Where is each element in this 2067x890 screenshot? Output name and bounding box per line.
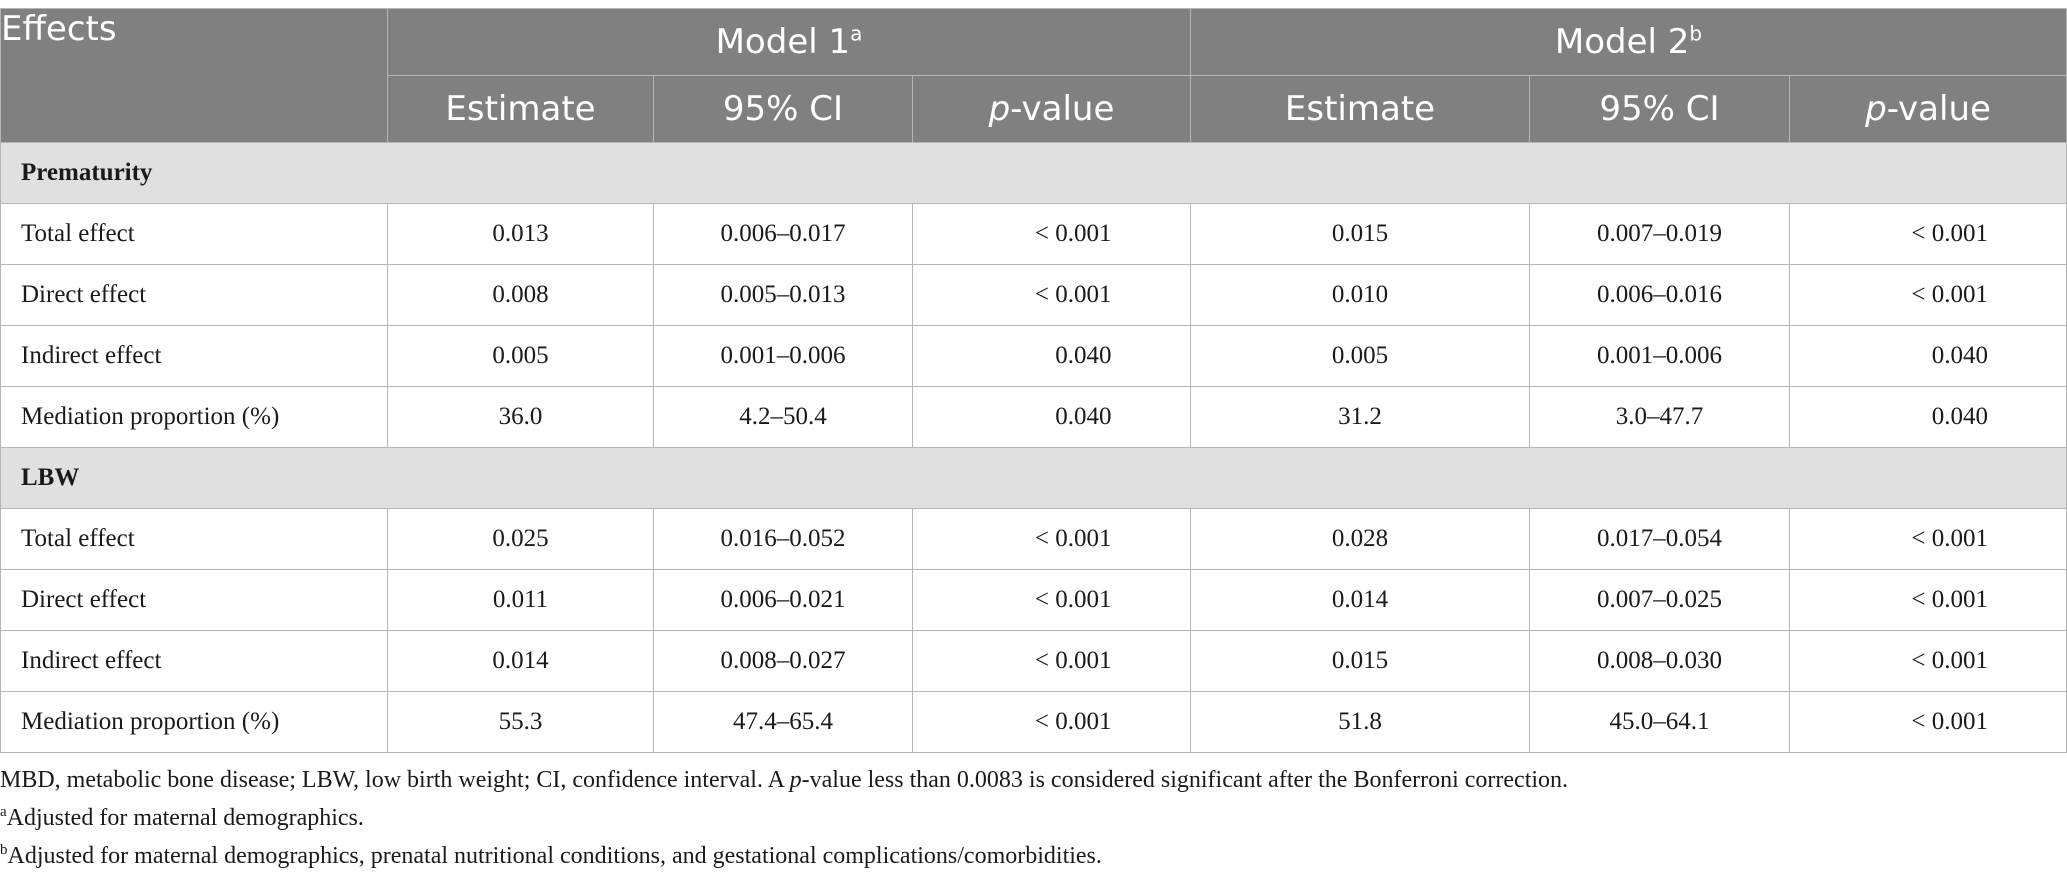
table-wrapper: Effects Model 1a Model 2b Estimate 95% C… (0, 8, 2067, 875)
header-row-2: Estimate 95% CI p-value Estimate 95% CI … (1, 75, 2067, 143)
m1-pvalue-cell: < 0.001 (912, 691, 1191, 753)
row-label: Mediation proportion (%) (0, 386, 388, 448)
m2-ci-cell: 0.001–0.006 (1529, 325, 1790, 387)
m1-ci-cell: 47.4–65.4 (653, 691, 913, 753)
m1-estimate-cell: 36.0 (387, 386, 654, 448)
model1-ci-header: 95% CI (653, 75, 913, 143)
m2-estimate-cell: 0.010 (1190, 264, 1530, 326)
m2-pvalue-cell: < 0.001 (1788, 264, 2067, 326)
m2-ci-cell: 0.017–0.054 (1529, 508, 1790, 570)
m2-pvalue-cell: < 0.001 (1788, 569, 2067, 631)
table-row: Direct effect 0.011 0.006–0.021 < 0.001 … (0, 569, 2067, 631)
m2-pvalue-cell: < 0.001 (1788, 691, 2067, 753)
m2-pvalue-cell: 0.040 (1788, 386, 2067, 448)
m1-pvalue-cell: < 0.001 (912, 630, 1191, 692)
effects-header: Effects (0, 8, 388, 143)
model2-estimate-header: Estimate (1190, 75, 1530, 143)
m1-ci-cell: 0.006–0.021 (653, 569, 913, 631)
row-label: Total effect (0, 508, 388, 570)
m2-ci-cell: 3.0–47.7 (1529, 386, 1790, 448)
m1-estimate-cell: 0.011 (387, 569, 654, 631)
table-row: Mediation proportion (%) 36.0 4.2–50.4 0… (0, 386, 2067, 448)
section-title: Prematurity (0, 142, 2067, 204)
m1-estimate-cell: 0.025 (387, 508, 654, 570)
m1-pvalue-cell: < 0.001 (912, 508, 1191, 570)
footnote-a: aAdjusted for maternal demographics. (0, 804, 364, 832)
m1-estimate-cell: 0.005 (387, 325, 654, 387)
m2-estimate-cell: 31.2 (1190, 386, 1530, 448)
m1-pvalue-cell: < 0.001 (912, 569, 1191, 631)
m1-ci-cell: 0.006–0.017 (653, 203, 913, 265)
table-header: Effects Model 1a Model 2b Estimate 95% C… (0, 8, 2067, 143)
table-row: Indirect effect 0.005 0.001–0.006 0.040 … (0, 325, 2067, 387)
row-label: Indirect effect (0, 325, 388, 387)
table-row: Direct effect 0.008 0.005–0.013 < 0.001 … (0, 264, 2067, 326)
m2-ci-cell: 0.007–0.025 (1529, 569, 1790, 631)
m2-estimate-cell: 0.015 (1190, 630, 1530, 692)
row-label: Indirect effect (0, 630, 388, 692)
table-row: Total effect 0.025 0.016–0.052 < 0.001 0… (0, 508, 2067, 570)
m2-pvalue-cell: < 0.001 (1788, 203, 2067, 265)
m2-ci-cell: 0.007–0.019 (1529, 203, 1790, 265)
m1-ci-cell: 0.008–0.027 (653, 630, 913, 692)
section-row-lbw: LBW (0, 447, 2067, 509)
table-row: Indirect effect 0.014 0.008–0.027 < 0.00… (0, 630, 2067, 692)
m1-pvalue-cell: 0.040 (912, 325, 1191, 387)
m2-estimate-cell: 0.014 (1190, 569, 1530, 631)
table-row: Mediation proportion (%) 55.3 47.4–65.4 … (0, 691, 2067, 753)
m2-pvalue-cell: < 0.001 (1788, 630, 2067, 692)
abbreviations-note: MBD, metabolic bone disease; LBW, low bi… (0, 767, 1569, 793)
m2-estimate-cell: 0.005 (1190, 325, 1530, 387)
model1-pvalue-header: p-value (912, 75, 1191, 143)
row-label: Direct effect (0, 264, 388, 326)
m2-estimate-cell: 0.028 (1190, 508, 1530, 570)
table-footnotes: MBD, metabolic bone disease; LBW, low bi… (0, 761, 2067, 875)
section-title: LBW (0, 447, 2067, 509)
mediation-effects-table: Effects Model 1a Model 2b Estimate 95% C… (0, 8, 2067, 753)
model2-header: Model 2b (1189, 8, 2067, 76)
m2-ci-cell: 0.008–0.030 (1529, 630, 1790, 692)
footnote-b: bAdjusted for maternal demographics, pre… (0, 842, 1102, 870)
row-label: Mediation proportion (%) (0, 691, 388, 753)
m1-ci-cell: 0.001–0.006 (653, 325, 913, 387)
m1-pvalue-cell: 0.040 (912, 386, 1191, 448)
m2-ci-cell: 0.006–0.016 (1529, 264, 1790, 326)
header-row-1: Effects Model 1a Model 2b (0, 8, 2067, 143)
m2-estimate-cell: 51.8 (1190, 691, 1530, 753)
model2-pvalue-header: p-value (1788, 75, 2067, 143)
table-row: Total effect 0.013 0.006–0.017 < 0.001 0… (0, 203, 2067, 265)
m1-estimate-cell: 0.008 (387, 264, 654, 326)
m1-pvalue-cell: < 0.001 (912, 203, 1191, 265)
model2-ci-header: 95% CI (1529, 75, 1790, 143)
m1-ci-cell: 0.016–0.052 (653, 508, 913, 570)
m1-estimate-cell: 0.014 (387, 630, 654, 692)
m1-estimate-cell: 0.013 (387, 203, 654, 265)
m1-ci-cell: 4.2–50.4 (653, 386, 913, 448)
section-row-prematurity: Prematurity (0, 142, 2067, 204)
table-body: Prematurity Total effect 0.013 0.006–0.0… (0, 142, 2067, 753)
row-label: Total effect (0, 203, 388, 265)
model1-header: Model 1a (387, 8, 1191, 76)
row-label: Direct effect (0, 569, 388, 631)
m2-ci-cell: 45.0–64.1 (1529, 691, 1790, 753)
m1-ci-cell: 0.005–0.013 (653, 264, 913, 326)
m2-pvalue-cell: < 0.001 (1788, 508, 2067, 570)
m1-pvalue-cell: < 0.001 (912, 264, 1191, 326)
m1-estimate-cell: 55.3 (387, 691, 654, 753)
m2-estimate-cell: 0.015 (1190, 203, 1530, 265)
model1-estimate-header: Estimate (387, 75, 654, 143)
m2-pvalue-cell: 0.040 (1788, 325, 2067, 387)
